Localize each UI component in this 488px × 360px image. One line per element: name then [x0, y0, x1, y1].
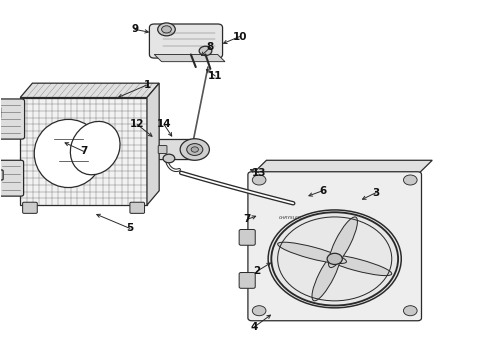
Text: 10: 10 — [232, 32, 246, 41]
Circle shape — [161, 26, 171, 33]
Circle shape — [180, 139, 209, 160]
Circle shape — [191, 147, 198, 152]
Polygon shape — [20, 83, 159, 98]
Text: 8: 8 — [206, 42, 214, 52]
Ellipse shape — [277, 242, 346, 264]
Circle shape — [403, 306, 416, 316]
Circle shape — [403, 175, 416, 185]
FancyBboxPatch shape — [149, 24, 222, 58]
Circle shape — [163, 154, 174, 163]
Text: 4: 4 — [250, 322, 257, 332]
Text: 13: 13 — [251, 168, 266, 178]
Ellipse shape — [70, 121, 120, 175]
Ellipse shape — [328, 217, 357, 267]
FancyBboxPatch shape — [158, 145, 166, 153]
FancyBboxPatch shape — [239, 273, 255, 288]
Text: 7: 7 — [80, 146, 87, 156]
FancyBboxPatch shape — [0, 160, 23, 196]
FancyBboxPatch shape — [0, 99, 24, 139]
FancyBboxPatch shape — [22, 202, 37, 213]
Text: 6: 6 — [318, 186, 325, 196]
FancyBboxPatch shape — [0, 170, 3, 180]
Circle shape — [326, 253, 342, 265]
Polygon shape — [251, 160, 431, 175]
Text: 12: 12 — [130, 120, 144, 129]
Circle shape — [158, 23, 175, 36]
Text: 1: 1 — [143, 80, 150, 90]
Text: 3: 3 — [372, 188, 379, 198]
Text: 2: 2 — [253, 266, 260, 276]
Text: 7: 7 — [243, 215, 250, 224]
Circle shape — [186, 144, 203, 156]
Ellipse shape — [322, 254, 391, 276]
Bar — [20, 98, 147, 205]
Text: 11: 11 — [207, 71, 222, 81]
Text: 14: 14 — [157, 120, 171, 129]
Polygon shape — [147, 83, 159, 205]
Circle shape — [199, 46, 211, 55]
Ellipse shape — [311, 250, 340, 301]
FancyBboxPatch shape — [247, 172, 421, 321]
FancyBboxPatch shape — [239, 229, 255, 245]
Polygon shape — [154, 54, 224, 62]
FancyBboxPatch shape — [130, 202, 144, 213]
Circle shape — [252, 306, 265, 316]
Circle shape — [252, 175, 265, 185]
FancyBboxPatch shape — [156, 139, 198, 159]
Circle shape — [271, 212, 397, 306]
Text: 5: 5 — [126, 224, 133, 233]
Text: CHRYSLER: CHRYSLER — [278, 216, 301, 220]
Text: 9: 9 — [131, 24, 138, 35]
Ellipse shape — [34, 120, 102, 188]
Circle shape — [267, 210, 401, 308]
